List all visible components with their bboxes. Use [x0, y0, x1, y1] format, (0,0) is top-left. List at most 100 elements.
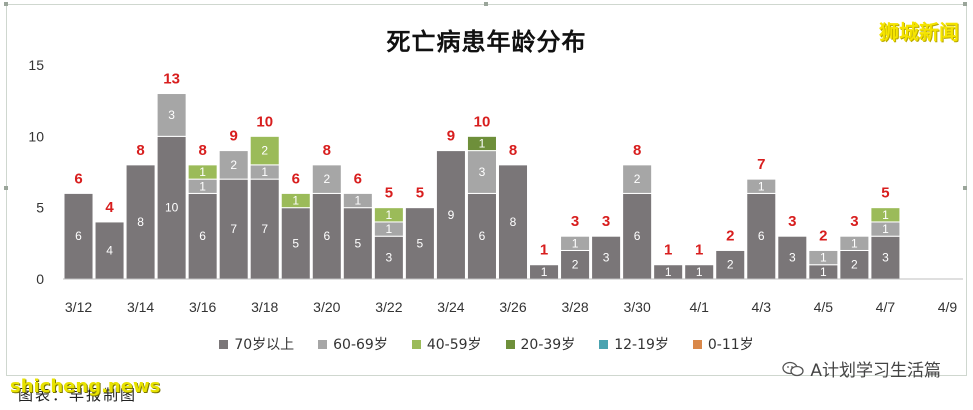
x-tick-label: 4/7 — [876, 299, 896, 315]
total-value-label: 3 — [571, 213, 579, 230]
bar-segment — [187, 192, 218, 280]
legend-swatch — [505, 339, 515, 349]
segment-value-label: 3 — [789, 251, 796, 265]
total-value-label: 2 — [726, 227, 734, 244]
total-value-label: 10 — [474, 113, 491, 130]
total-value-label: 3 — [788, 213, 796, 230]
legend-swatch — [318, 339, 328, 349]
total-value-label: 8 — [633, 142, 641, 159]
x-tick-label: 3/26 — [499, 299, 526, 315]
brand-label: 狮城新闻 — [879, 20, 959, 44]
segment-value-label: 1 — [572, 236, 579, 250]
resize-handle[interactable] — [963, 2, 967, 6]
segment-value-label: 6 — [479, 229, 486, 243]
segment-value-label: 9 — [448, 208, 455, 222]
bar-segment — [125, 164, 156, 280]
bar-segment — [187, 164, 218, 180]
legend-label: 0-11岁 — [707, 337, 754, 353]
bar-segment — [808, 249, 839, 266]
resize-handle[interactable] — [4, 2, 8, 6]
bar-segment — [311, 192, 342, 280]
legend-item: 12-19岁 — [599, 334, 669, 354]
segment-value-label: 2 — [851, 258, 858, 272]
resize-handle[interactable] — [4, 186, 8, 190]
bar-segment — [156, 93, 187, 137]
resize-handle[interactable] — [484, 2, 488, 6]
total-value-label: 8 — [509, 142, 517, 159]
y-tick-label: 15 — [28, 57, 44, 73]
wechat-icon — [782, 361, 805, 377]
bar-segment — [746, 192, 777, 280]
total-value-label: 6 — [292, 170, 300, 187]
total-value-label: 7 — [757, 156, 765, 173]
bar-segment — [839, 235, 870, 251]
segment-value-label: 8 — [510, 215, 517, 229]
legend-label: 12-19岁 — [614, 337, 669, 353]
legend-swatch — [692, 339, 702, 349]
x-tick-label: 3/22 — [375, 299, 402, 315]
bar-segment — [249, 135, 280, 166]
site-watermark: shicheng.news — [10, 376, 161, 397]
bar-segment — [435, 150, 466, 280]
segment-value-label: 5 — [354, 236, 361, 250]
segment-value-label: 6 — [75, 229, 82, 243]
segment-value-label: 6 — [634, 229, 641, 243]
segment-value-label: 1 — [758, 179, 765, 193]
x-tick-label: 3/16 — [189, 299, 216, 315]
segment-value-label: 1 — [882, 208, 889, 222]
bar-segment — [622, 164, 653, 194]
x-tick-label: 3/18 — [251, 299, 278, 315]
segment-value-label: 6 — [323, 229, 330, 243]
total-value-label: 6 — [74, 170, 82, 187]
legend-item: 20-39岁 — [505, 334, 576, 354]
legend-swatch — [599, 339, 609, 349]
segment-value-label: 1 — [386, 208, 393, 222]
x-tick-label: 3/24 — [437, 299, 464, 315]
segment-value-label: 5 — [292, 236, 299, 250]
total-value-label: 9 — [230, 128, 238, 145]
wechat-attribution: A计划学习生活篇 — [782, 356, 941, 381]
bar-segment — [218, 150, 249, 180]
segment-value-label: 2 — [634, 172, 641, 186]
legend-item: 0-11岁 — [692, 334, 754, 354]
bar-segment — [466, 192, 497, 280]
segment-value-label: 3 — [386, 251, 393, 265]
x-tick-label: 3/12 — [65, 299, 92, 315]
segment-value-label: 1 — [820, 265, 827, 279]
segment-value-label: 6 — [758, 229, 765, 243]
x-tick-label: 3/14 — [127, 299, 154, 315]
x-tick-label: 3/28 — [561, 299, 588, 315]
resize-handle[interactable] — [963, 186, 967, 190]
total-value-label: 1 — [695, 242, 703, 259]
total-value-label: 1 — [540, 242, 548, 259]
x-tick-label: 4/3 — [752, 299, 772, 315]
bar-segment — [746, 178, 777, 194]
legend-label: 70岁以上 — [234, 337, 295, 353]
total-value-label: 9 — [447, 128, 455, 145]
bar-segment — [342, 192, 373, 209]
y-tick-label: 5 — [36, 200, 44, 216]
bar-segment — [466, 135, 497, 152]
segment-value-label: 7 — [261, 222, 268, 236]
wechat-account-name: A计划学习生活篇 — [810, 361, 941, 381]
segment-value-label: 1 — [882, 222, 889, 236]
total-value-label: 5 — [385, 185, 393, 202]
bar-segment — [373, 207, 404, 223]
y-tick-label: 0 — [36, 271, 44, 287]
total-value-label: 5 — [881, 185, 889, 202]
total-value-label: 1 — [664, 242, 672, 259]
y-tick-label: 10 — [28, 128, 44, 144]
segment-value-label: 1 — [851, 236, 858, 250]
total-value-label: 13 — [163, 71, 180, 88]
total-value-label: 10 — [256, 113, 273, 130]
x-tick-label: 3/30 — [624, 299, 651, 315]
legend-item: 40-59岁 — [411, 334, 482, 354]
segment-value-label: 2 — [261, 144, 268, 158]
segment-value-label: 1 — [541, 265, 548, 279]
segment-value-label: 1 — [696, 265, 703, 279]
legend-label: 20-39岁 — [520, 337, 576, 353]
bar-segment — [249, 178, 280, 280]
segment-value-label: 6 — [199, 229, 206, 243]
legend-swatch — [219, 339, 229, 349]
x-tick-label: 4/9 — [938, 299, 958, 315]
